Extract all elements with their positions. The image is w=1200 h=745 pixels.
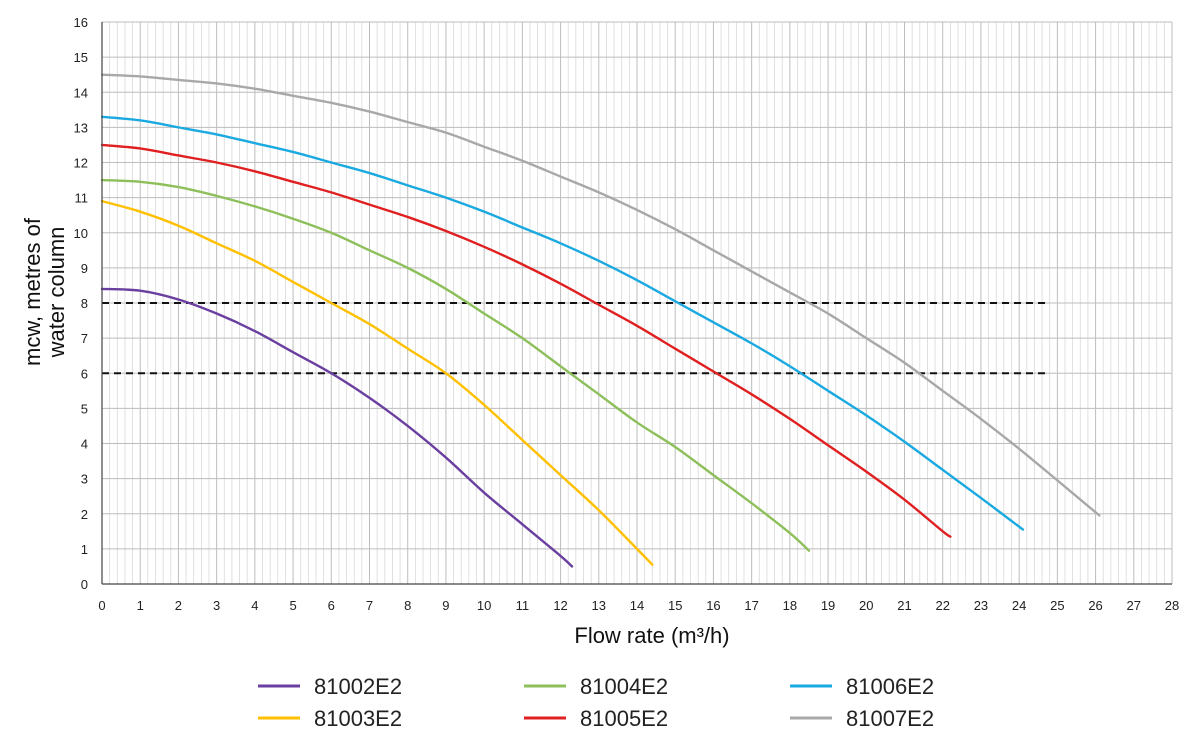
legend-label-81007E2: 81007E2 <box>846 706 934 731</box>
x-tick-label: 5 <box>289 598 296 613</box>
y-tick-label: 9 <box>81 261 88 276</box>
y-tick-label: 7 <box>81 331 88 346</box>
x-axis-title: Flow rate (m³/h) <box>574 623 729 648</box>
legend-label-81003E2: 81003E2 <box>314 706 402 731</box>
series-line-81006E2 <box>100 115 1025 531</box>
series-line-81003E2 <box>100 199 654 566</box>
x-tick-label: 13 <box>592 598 606 613</box>
y-tick-label: 0 <box>81 577 88 592</box>
y-tick-label: 13 <box>74 120 88 135</box>
x-tick-label: 9 <box>442 598 449 613</box>
x-tick-label: 10 <box>477 598 491 613</box>
x-tick-label: 21 <box>897 598 911 613</box>
x-tick-label: 7 <box>366 598 373 613</box>
x-tick-label: 12 <box>553 598 567 613</box>
series-line-81005E2 <box>100 143 952 538</box>
series-lines <box>100 73 1101 568</box>
x-tick-label: 15 <box>668 598 682 613</box>
x-tick-label: 27 <box>1127 598 1141 613</box>
y-axis-title: mcw, metres of water column <box>20 217 69 366</box>
x-tick-label: 6 <box>328 598 335 613</box>
legend-label-81004E2: 81004E2 <box>580 674 668 699</box>
y-tick-label: 15 <box>74 50 88 65</box>
y-tick-label: 11 <box>75 191 89 206</box>
axes <box>101 22 1172 585</box>
legend-label-81005E2: 81005E2 <box>580 706 668 731</box>
y-tick-label: 10 <box>74 226 88 241</box>
y-tick-label: 2 <box>81 507 88 522</box>
x-tick-label: 11 <box>516 598 530 613</box>
x-tick-label: 26 <box>1088 598 1102 613</box>
x-tick-label: 16 <box>706 598 720 613</box>
x-tick-label: 2 <box>175 598 182 613</box>
y-tick-label: 4 <box>81 437 88 452</box>
x-tick-label: 14 <box>630 598 644 613</box>
legend: 81002E2 81003E2 81004E2 81005E2 81006E2 81007… <box>258 674 934 731</box>
x-tick-label: 19 <box>821 598 835 613</box>
x-tick-label: 17 <box>744 598 758 613</box>
y-tick-label: 14 <box>74 85 88 100</box>
y-axis-title-line-1: mcw, metres of <box>20 217 45 366</box>
legend-label-81002E2: 81002E2 <box>314 674 402 699</box>
legend-label-81006E2: 81006E2 <box>846 674 934 699</box>
y-tick-label: 5 <box>81 401 88 416</box>
x-tick-label: 0 <box>98 598 105 613</box>
y-tick-label: 3 <box>81 472 88 487</box>
x-tick-label: 3 <box>213 598 220 613</box>
series-line-81007E2 <box>100 73 1101 517</box>
y-tick-label: 16 <box>74 15 88 30</box>
x-tick-labels: 0 1 2 3 4 5 6 7 8 9 10 11 12 13 14 15 16 17 18 19 20 21 22 23 24… <box>98 598 1179 613</box>
x-tick-label: 25 <box>1050 598 1064 613</box>
y-axis-title-line-2: water column <box>44 227 69 359</box>
y-tick-label: 1 <box>81 542 88 557</box>
x-tick-label: 24 <box>1012 598 1026 613</box>
x-tick-label: 4 <box>251 598 258 613</box>
x-tick-label: 23 <box>974 598 988 613</box>
x-tick-label: 1 <box>137 598 144 613</box>
x-tick-label: 28 <box>1165 598 1179 613</box>
x-tick-label: 22 <box>935 598 949 613</box>
y-tick-label: 8 <box>81 296 88 311</box>
y-tick-label: 12 <box>74 156 88 171</box>
x-tick-label: 20 <box>859 598 873 613</box>
y-tick-label: 6 <box>81 366 88 381</box>
reference-lines <box>102 302 1050 375</box>
x-tick-label: 18 <box>783 598 797 613</box>
x-tick-label: 8 <box>404 598 411 613</box>
series-line-81002E2 <box>100 287 574 568</box>
series-line-81004E2 <box>100 178 811 552</box>
